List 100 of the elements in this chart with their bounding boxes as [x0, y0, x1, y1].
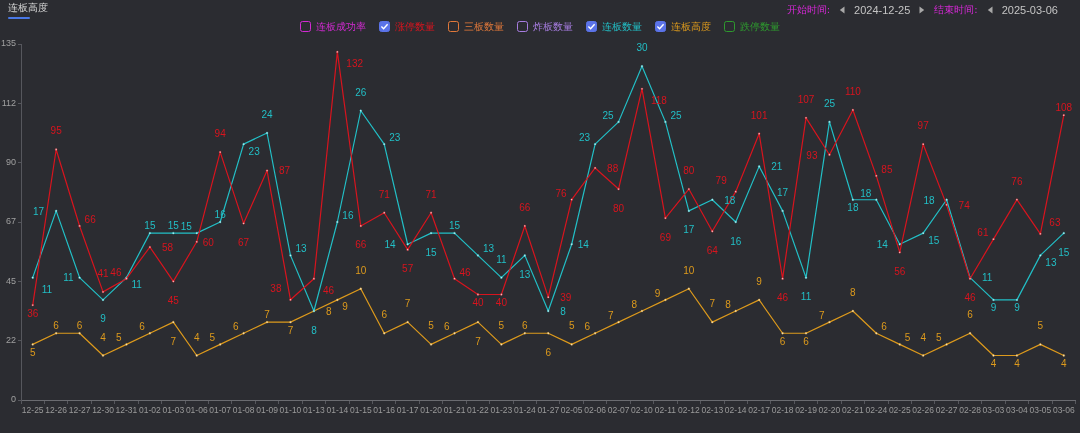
- data-label: 14: [577, 239, 590, 250]
- data-label: 9: [756, 275, 763, 287]
- data-label: 79: [715, 174, 728, 186]
- x-tick-label: 02-05: [560, 405, 583, 416]
- text: 2025-03-06: [1001, 3, 1058, 17]
- data-label: 6: [139, 321, 146, 333]
- x-tick-label: 01-21: [443, 405, 466, 416]
- x-tick-label: 01-07: [209, 405, 232, 416]
- data-label: 7: [287, 324, 294, 336]
- data-label: 63: [1049, 216, 1061, 228]
- data-label: 9: [654, 287, 661, 299]
- data-label: 15: [180, 221, 193, 233]
- data-label: 30: [636, 42, 648, 54]
- x-tick-label: 03-03: [982, 405, 1005, 416]
- x-tick-label: 03-04: [1006, 405, 1029, 416]
- data-label: 97: [917, 120, 930, 132]
- data-label: 11: [800, 291, 812, 303]
- data-label: 13: [519, 268, 531, 280]
- x-tick-label: 02-21: [842, 405, 865, 416]
- data-label: 8: [631, 299, 638, 310]
- data-label: 93: [806, 149, 818, 161]
- x-tick-label: 01-16: [373, 405, 396, 416]
- data-label: 24: [261, 109, 274, 120]
- text: 2024-12-25: [854, 3, 911, 17]
- data-label: 71: [425, 188, 438, 200]
- data-label: 6: [233, 321, 240, 333]
- x-tick-label: 01-24: [513, 405, 536, 416]
- x-tick-label: 12-31: [115, 405, 138, 416]
- x-tick-label: 03-06: [1052, 405, 1075, 416]
- data-label: 71: [378, 188, 391, 200]
- data-label: 76: [555, 187, 568, 199]
- data-label: 56: [894, 265, 906, 277]
- legend-label: 连板成功率: [316, 20, 366, 33]
- data-label: 107: [797, 93, 815, 105]
- y-tick-label: 112: [1, 97, 16, 108]
- data-label: 15: [448, 220, 461, 232]
- text: 连板数量: [602, 20, 642, 33]
- data-label: 58: [161, 241, 174, 253]
- data-label: 66: [84, 213, 97, 225]
- data-label: 6: [881, 321, 888, 333]
- data-label: 17: [33, 205, 45, 217]
- text: 开始时间:: [786, 3, 831, 17]
- data-label: 6: [443, 321, 450, 333]
- x-tick-label: 12-30: [92, 405, 115, 416]
- data-label: 6: [967, 309, 974, 321]
- data-label: 88: [607, 162, 619, 174]
- data-label: 7: [475, 335, 482, 347]
- x-tick-label: 01-06: [185, 405, 208, 416]
- data-label: 46: [110, 266, 122, 278]
- data-label: 95: [50, 125, 63, 137]
- data-label: 25: [823, 97, 836, 109]
- data-label: 4: [1061, 358, 1067, 369]
- data-label: 8: [325, 305, 332, 317]
- data-label: 6: [584, 321, 591, 333]
- x-tick-label: 02-14: [724, 405, 747, 416]
- data-label: 76: [1011, 175, 1023, 187]
- legend-label: 炸板数量: [533, 20, 573, 33]
- data-label: 7: [404, 298, 411, 310]
- data-label: 57: [402, 263, 414, 275]
- x-tick-label: 02-26: [912, 405, 935, 416]
- x-tick-label: 01-27: [537, 405, 560, 416]
- data-label: 15: [928, 234, 940, 246]
- data-label: 85: [881, 163, 893, 175]
- data-label: 132: [346, 58, 364, 70]
- data-label: 25: [602, 109, 614, 121]
- data-label: 39: [560, 291, 572, 303]
- x-tick-label: 02-28: [959, 405, 982, 416]
- x-tick-label: 01-23: [490, 405, 513, 416]
- x-tick-label: 01-15: [349, 405, 372, 416]
- x-tick-label: 01-13: [303, 405, 326, 416]
- data-label: 18: [860, 187, 872, 199]
- data-label: 41: [97, 267, 110, 279]
- data-label: 46: [777, 292, 789, 304]
- legend-label: 三板数量: [464, 20, 504, 33]
- data-label: 11: [496, 253, 508, 265]
- data-label: 8: [725, 299, 732, 310]
- data-label: 6: [545, 346, 552, 358]
- data-label: 23: [389, 132, 401, 144]
- data-label: 46: [964, 292, 977, 304]
- data-label: 17: [683, 224, 695, 236]
- data-label: 5: [936, 332, 943, 344]
- data-label: 9: [990, 302, 997, 314]
- data-label: 5: [209, 332, 216, 344]
- x-tick-label: 02-07: [607, 405, 630, 416]
- data-label: 6: [53, 320, 60, 332]
- x-tick-label: 01-09: [256, 405, 279, 416]
- x-tick-label: 01-22: [467, 405, 490, 416]
- x-tick-label: 02-12: [677, 405, 700, 416]
- data-label: 8: [850, 287, 857, 298]
- data-label: 5: [568, 320, 575, 332]
- x-tick-label: 12-26: [45, 405, 68, 416]
- data-label: 61: [977, 227, 989, 239]
- text: 涨停数量: [395, 20, 435, 33]
- data-label: 4: [990, 358, 997, 369]
- data-label: 118: [650, 95, 668, 107]
- y-tick-label: 135: [0, 38, 16, 49]
- data-label: 4: [100, 331, 107, 343]
- y-tick-label: 90: [5, 157, 16, 168]
- x-tick-label: 02-11: [654, 405, 677, 416]
- data-label: 6: [803, 335, 810, 347]
